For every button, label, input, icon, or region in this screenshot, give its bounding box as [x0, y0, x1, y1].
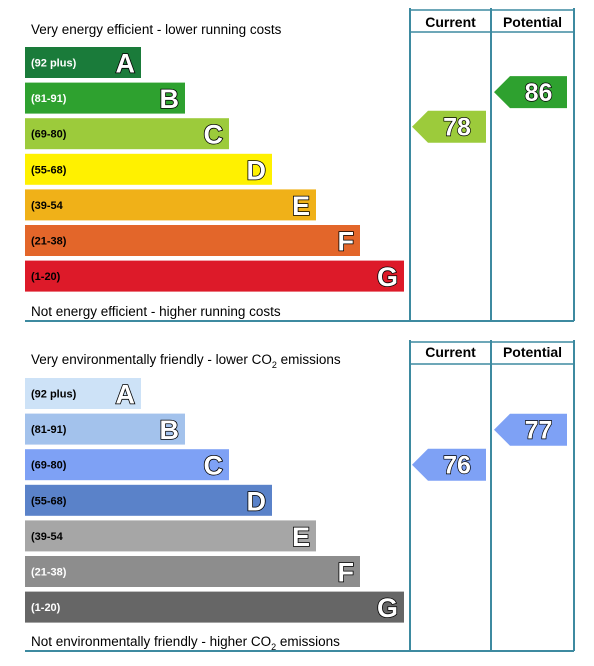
chart-environmental-band-d-range: (55-68): [31, 495, 67, 507]
chart-energy-band-d-letter: D: [247, 155, 267, 185]
chart-energy-band-e-range: (39-54: [31, 200, 64, 212]
chart-energy-potential-rating: [494, 76, 567, 109]
chart-environmental-current-rating: [412, 448, 486, 481]
chart-energy-band-e: [25, 189, 316, 221]
chart-energy-band-f-range: (21-38): [31, 236, 67, 248]
chart-environmental-current-rating-value: 76: [443, 452, 471, 480]
chart-energy-band-a-letter: A: [116, 49, 136, 79]
chart-environmental-band-c-letter: C: [204, 451, 224, 481]
chart-energy-band-b: [25, 82, 185, 114]
chart-energy-band-d-range: (55-68): [31, 164, 67, 176]
chart-environmental-band-d: [25, 484, 272, 516]
chart-environmental-band-e-range: (39-54: [31, 531, 64, 543]
chart-energy-bottom-caption: Not energy efficient - higher running co…: [31, 304, 281, 319]
chart-energy-band-e-letter: E: [292, 191, 310, 221]
chart-environmental-current-header: Current: [425, 344, 476, 360]
chart-environmental-band-g: [25, 591, 404, 623]
chart-environmental-band-f-range: (21-38): [31, 567, 67, 579]
chart-environmental-band-b-letter: B: [160, 415, 180, 445]
chart-energy-band-a-range: (92 plus): [31, 58, 77, 70]
chart-energy-band-a: [25, 47, 141, 78]
chart-environmental-band-a-range: (92 plus): [31, 389, 77, 401]
chart-energy-current-rating-value: 78: [443, 114, 471, 142]
chart-environmental-top-caption-text: Very environmentally friendly - lower CO: [31, 352, 272, 367]
chart-energy-band-f: [25, 225, 360, 256]
chart-environmental-top-caption-subscript: 2: [272, 360, 277, 370]
chart-environmental-band-d-letter: D: [247, 486, 267, 516]
chart-environmental-band-b: [25, 413, 185, 445]
chart-environmental-band-f-letter: F: [338, 558, 355, 588]
chart-environmental-bottom-caption: Not environmentally friendly - higher CO…: [31, 634, 340, 652]
chart-environmental-potential-header: Potential: [503, 344, 562, 360]
chart-environmental-band-a-letter: A: [116, 380, 136, 410]
chart-environmental-band-e: [25, 520, 316, 552]
chart-energy-band-f-letter: F: [338, 227, 355, 257]
chart-environmental-band-f: [25, 556, 360, 587]
chart-environmental-top-caption: Very environmentally friendly - lower CO…: [31, 352, 341, 370]
chart-environmental-potential-rating-value: 77: [525, 417, 553, 445]
chart-environmental-bottom-caption-subscript: 2: [271, 642, 276, 652]
chart-energy-top-caption: Very energy efficient - lower running co…: [31, 22, 282, 37]
chart-environmental-band-c: [25, 449, 229, 481]
chart-energy-potential-rating-value: 86: [525, 79, 553, 107]
chart-energy-potential-header: Potential: [503, 14, 562, 30]
chart-energy-band-g-range: (1-20): [31, 271, 61, 283]
chart-energy-band-d: [25, 153, 272, 185]
chart-energy-band-g: [25, 260, 404, 292]
chart-environmental-band-g-letter: G: [377, 593, 398, 623]
chart-environmental-top-caption-text-end: emissions: [277, 352, 341, 367]
chart-energy-band-c-letter: C: [204, 120, 224, 150]
chart-energy-band-b-letter: B: [160, 84, 180, 114]
chart-environmental-potential-rating: [494, 413, 567, 446]
chart-environmental-bottom-caption-text: Not environmentally friendly - higher CO: [31, 634, 271, 649]
chart-energy-band-c-range: (69-80): [31, 129, 67, 141]
chart-environmental-band-g-range: (1-20): [31, 602, 61, 614]
chart-environmental-bottom-caption-text-end: emissions: [276, 634, 340, 649]
chart-energy-current-header: Current: [425, 14, 476, 30]
chart-energy-band-b-range: (81-91): [31, 93, 67, 105]
chart-environmental-band-e-letter: E: [292, 522, 310, 552]
chart-energy-band-c: [25, 118, 229, 150]
chart-energy-current-rating: [412, 110, 486, 143]
chart-energy-band-g-letter: G: [377, 262, 398, 292]
chart-environmental-band-c-range: (69-80): [31, 460, 67, 472]
chart-environmental-band-a: [25, 378, 141, 409]
chart-environmental-band-b-range: (81-91): [31, 424, 67, 436]
